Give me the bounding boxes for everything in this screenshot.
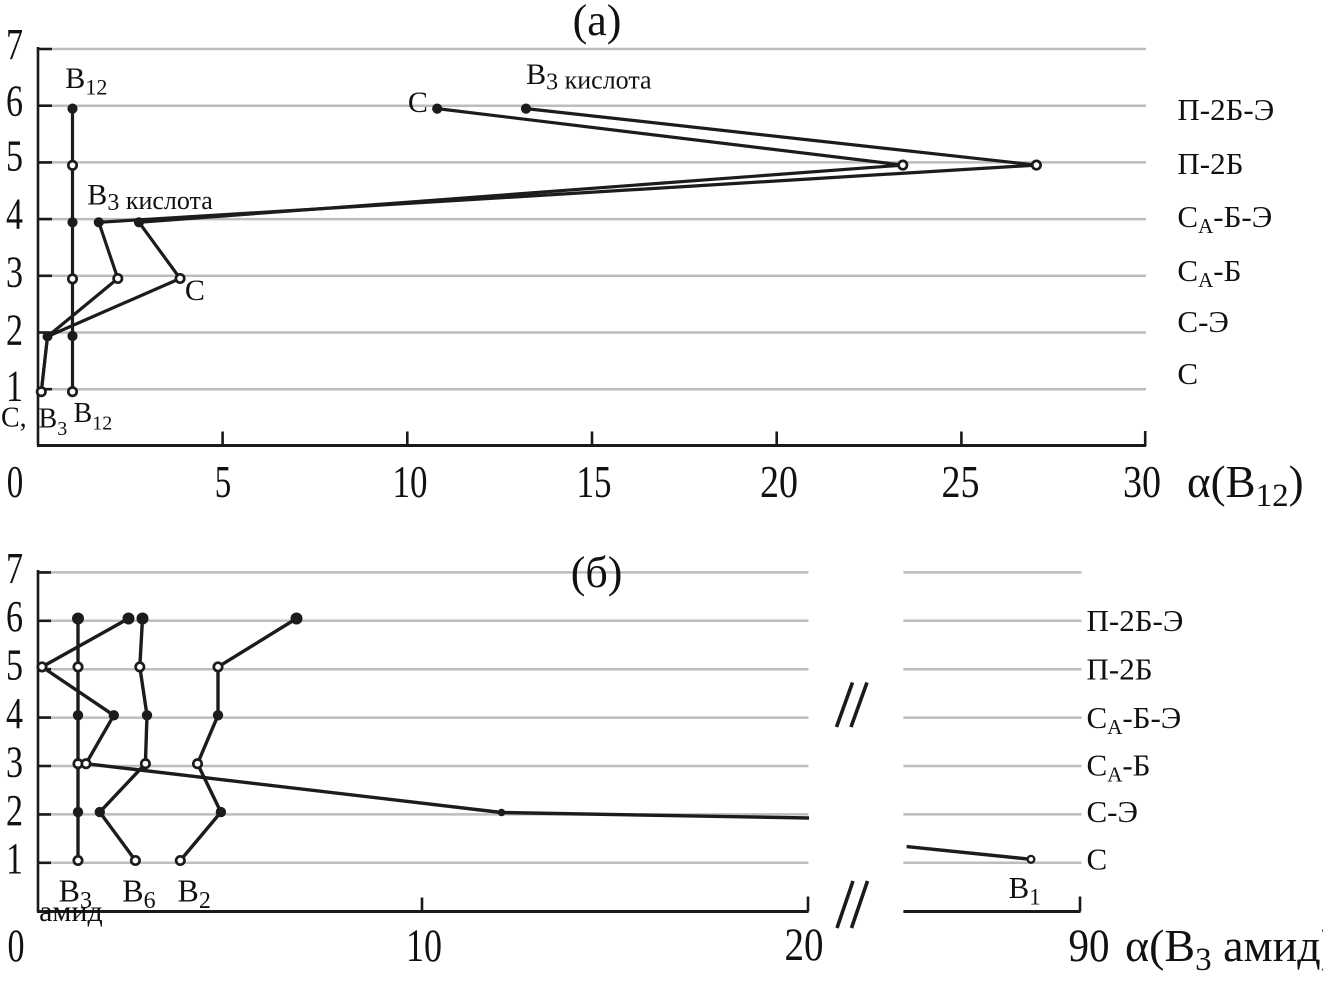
svg-text:1: 1 [6,834,23,883]
svg-text:1: 1 [6,362,23,411]
svg-text:90: 90 [1069,920,1110,972]
svg-text:B3 кислота: B3 кислота [526,58,652,96]
svg-text:7: 7 [6,20,23,69]
svg-text:30: 30 [1123,456,1161,507]
svg-text:3: 3 [6,737,23,786]
svg-text:20: 20 [785,919,824,971]
svg-text:П-2Б-Э: П-2Б-Э [1087,603,1184,638]
svg-text:15: 15 [577,456,612,507]
svg-text:10: 10 [393,456,428,507]
svg-text:B2: B2 [178,873,211,915]
svg-text:B1: B1 [1009,870,1041,910]
svg-text:C: C [408,86,428,119]
svg-text:B3: B3 [39,404,68,441]
svg-text:0: 0 [7,456,24,507]
svg-text:П-2Б: П-2Б [1087,652,1153,687]
svg-text:5: 5 [6,641,23,690]
svg-text:4: 4 [6,190,23,239]
svg-text:α(B3 амид): α(B3 амид) [1125,920,1323,978]
svg-text:СА-Б: СА-Б [1087,748,1151,787]
svg-text:амид: амид [39,895,103,928]
svg-text:С-Э: С-Э [1177,304,1228,339]
svg-text:25: 25 [942,456,980,507]
svg-text:5: 5 [215,456,232,507]
svg-text:С-Э: С-Э [1087,794,1138,829]
svg-text:6: 6 [6,592,23,641]
svg-text:СА-Б-Э: СА-Б-Э [1177,199,1272,238]
svg-text:С: С [1087,842,1108,877]
svg-text:П-2Б: П-2Б [1177,146,1243,181]
svg-text:B12: B12 [74,398,113,435]
svg-text:B12: B12 [65,62,107,100]
svg-text:СА-Б: СА-Б [1177,253,1241,292]
svg-text:4: 4 [6,689,23,738]
svg-text:С,: С, [1,403,27,434]
svg-text:5: 5 [6,132,23,181]
svg-text:0: 0 [8,920,25,972]
svg-text:П-2Б-Э: П-2Б-Э [1177,92,1274,127]
svg-text:(a): (a) [573,0,622,45]
svg-text:С: С [1177,356,1198,391]
svg-text:(б): (б) [571,548,623,597]
svg-text:C: C [185,274,205,307]
svg-text:7: 7 [6,544,23,593]
svg-text:2: 2 [6,306,23,355]
svg-text:α(B12): α(B12) [1187,457,1304,514]
svg-text:СА-Б-Э: СА-Б-Э [1087,700,1182,739]
svg-text:3: 3 [6,248,23,297]
svg-text:B6: B6 [122,873,155,915]
svg-text:2: 2 [6,786,23,835]
svg-text:10: 10 [406,920,442,972]
svg-text:B3 кислота: B3 кислота [87,179,213,217]
svg-text:20: 20 [760,456,798,507]
svg-text:6: 6 [6,77,23,126]
